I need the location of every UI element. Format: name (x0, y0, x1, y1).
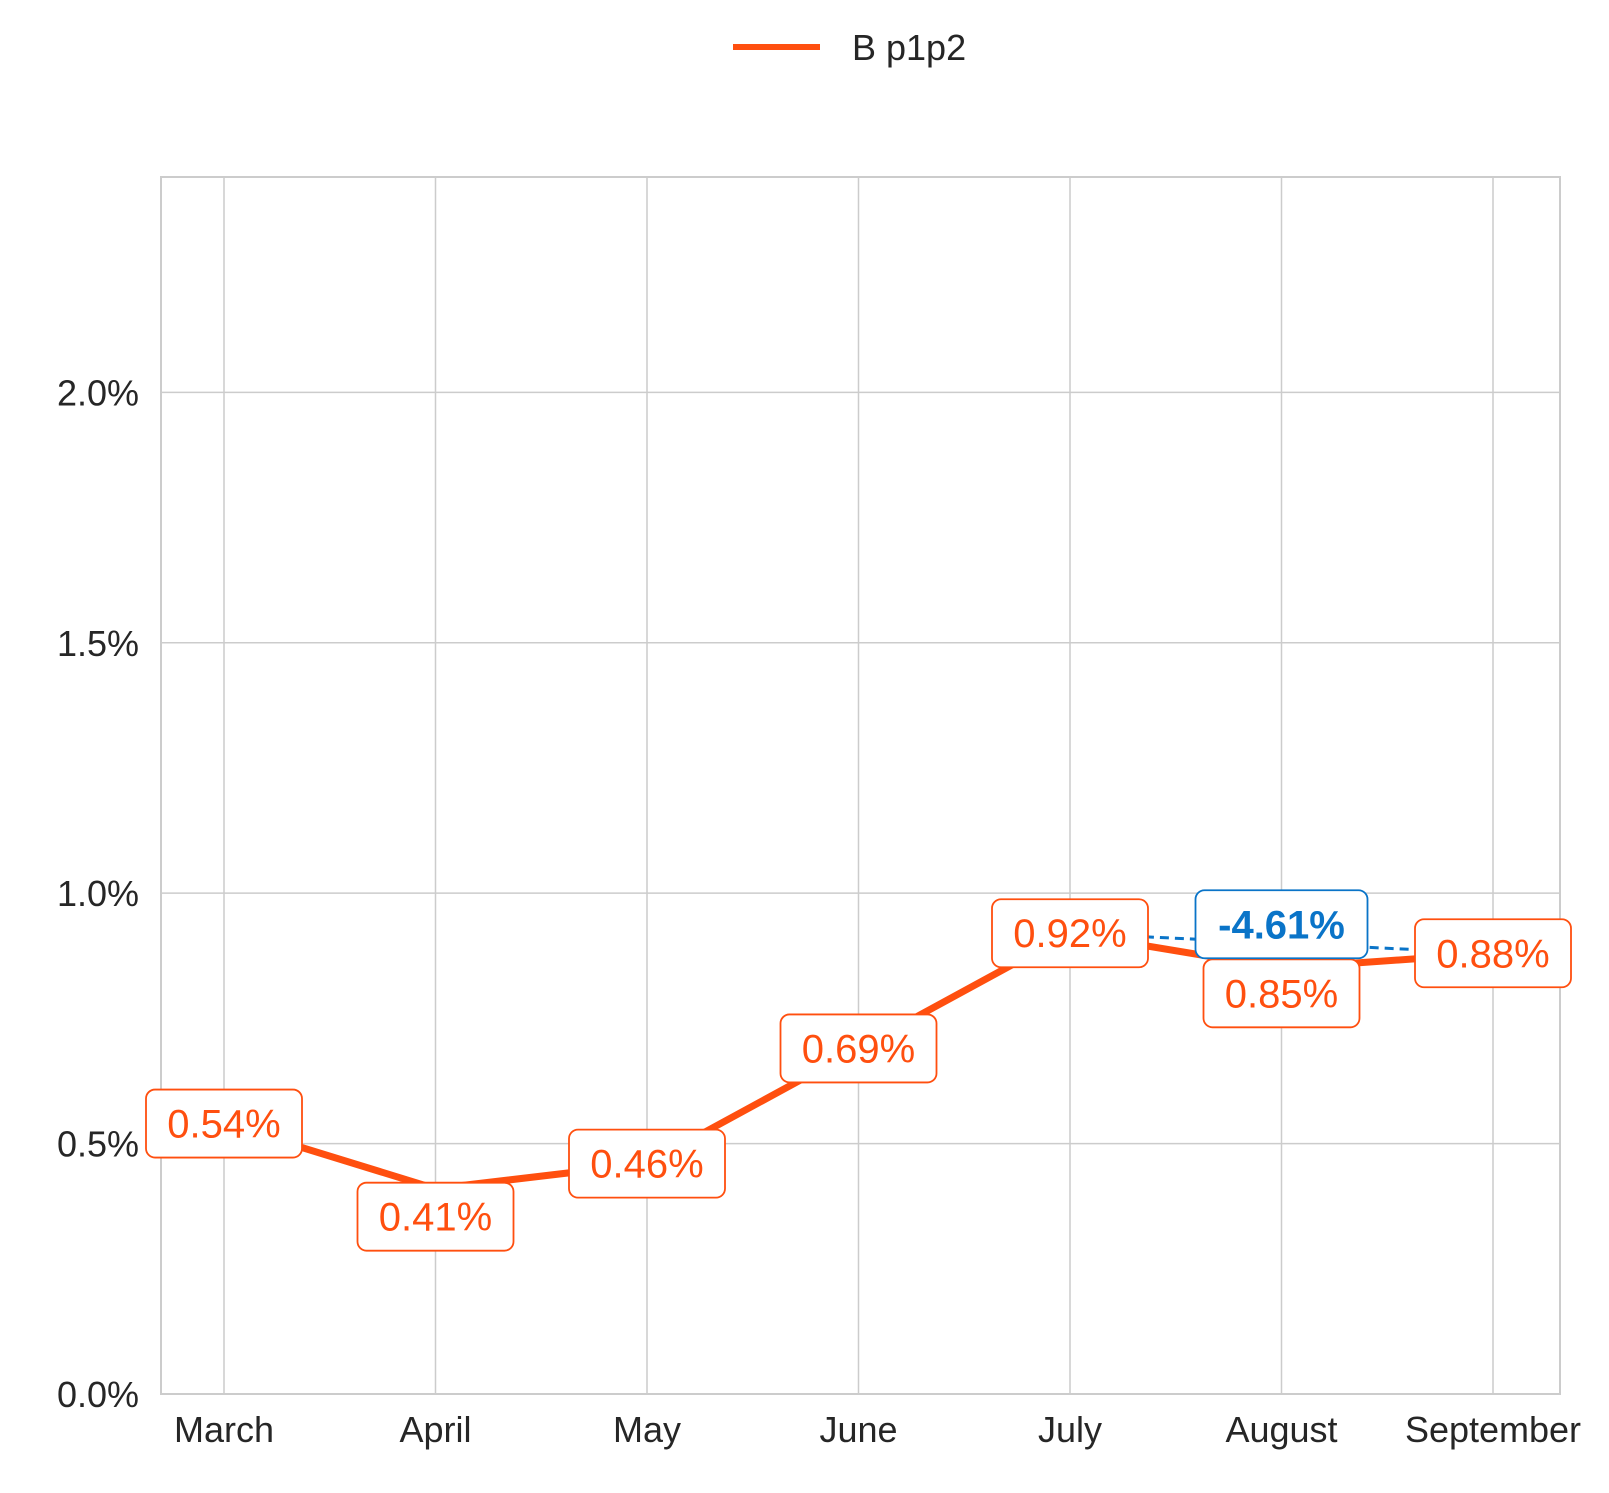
data-label-box (779, 1013, 938, 1084)
data-label: 0.92% (991, 898, 1149, 969)
legend: B p1p2 (733, 27, 966, 68)
data-label-text: 0.41% (379, 1196, 492, 1240)
change-label: -4.61% (1194, 889, 1369, 960)
x-tick-label: June (819, 1409, 897, 1450)
data-label: 0.88% (1414, 918, 1572, 989)
data-label-box (1202, 958, 1361, 1029)
x-axis-ticks: March April May June July August September (174, 1409, 1581, 1450)
data-label: 0.46% (568, 1128, 726, 1199)
data-label-text: 0.85% (1225, 972, 1338, 1016)
y-tick-label: 1.5% (57, 623, 139, 664)
plot-area-frame (160, 176, 1561, 1395)
data-label: 0.69% (779, 1013, 938, 1084)
x-tick-label: September (1405, 1409, 1581, 1450)
change-label-box (1194, 889, 1369, 960)
x-tick-label: March (174, 1409, 274, 1450)
data-label: 0.85% (1202, 958, 1361, 1029)
change-label-text: -4.61% (1218, 903, 1345, 947)
data-label-box (568, 1128, 726, 1199)
data-label: 0.41% (356, 1181, 515, 1252)
data-label-text: 0.54% (167, 1103, 280, 1147)
data-label-text: 0.92% (1013, 912, 1126, 956)
data-label-text: 0.69% (802, 1027, 915, 1071)
data-labels: 0.54% 0.41% 0.46% 0.69% 0.92% 0.85% 0.88% -4.61… (145, 889, 1572, 1252)
x-tick-label: July (1038, 1409, 1102, 1450)
data-label: 0.54% (145, 1088, 303, 1159)
x-tick-label: April (399, 1409, 471, 1450)
data-label-text: 0.46% (590, 1143, 703, 1187)
legend-label: B p1p2 (852, 27, 966, 68)
y-axis-ticks: 0.0% 0.5% 1.0% 1.5% 2.0% (57, 372, 139, 1415)
data-label-box (356, 1181, 515, 1252)
data-label-box (145, 1088, 303, 1159)
data-label-text: 0.88% (1436, 932, 1549, 976)
data-label-box (991, 898, 1149, 969)
y-tick-label: 1.0% (57, 873, 139, 914)
grid (161, 177, 1560, 1395)
data-label-box (1414, 918, 1572, 989)
y-tick-label: 0.5% (57, 1124, 139, 1165)
x-tick-label: August (1225, 1409, 1337, 1450)
y-tick-label: 2.0% (57, 372, 139, 413)
y-tick-label: 0.0% (57, 1374, 139, 1415)
x-tick-label: May (613, 1409, 681, 1450)
